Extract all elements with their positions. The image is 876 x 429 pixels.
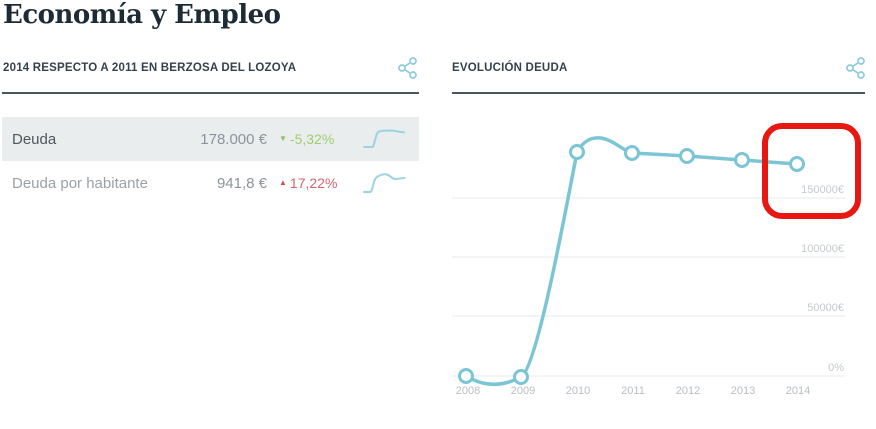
sparkline-deuda (363, 129, 405, 148)
deuda-series-line (464, 136, 799, 387)
x-tick-2011: 2011 (621, 385, 645, 397)
y-tick-50000: 50000€ (807, 302, 844, 314)
page-title: Economía y Empleo (3, 0, 281, 30)
kpi-value: 178.000 € (200, 130, 267, 148)
kpi-row-deuda[interactable]: Deuda 178.000 € ▼ -5,32% (2, 117, 419, 161)
point-2008[interactable] (458, 368, 474, 384)
kpi-value: 941,8 € (216, 174, 267, 192)
y-tick-150000: 150000€ (801, 184, 844, 196)
kpi-label: Deuda por habitante (12, 174, 148, 192)
kpi-panel-divider (2, 92, 419, 94)
x-tick-2008: 2008 (456, 385, 480, 397)
chart-panel-divider (452, 92, 865, 94)
x-tick-2014: 2014 (786, 385, 810, 397)
x-tick-2012: 2012 (676, 385, 700, 397)
up-triangle-icon: ▲ (279, 178, 287, 187)
kpi-panel-header: 2014 RESPECTO A 2011 EN BERZOSA DEL LOZO… (3, 56, 418, 80)
kpi-delta-value: -5,32% (289, 131, 335, 147)
kpi-delta: ▲ 17,22% (279, 175, 357, 191)
kpi-delta: ▼ -5,32% (279, 131, 357, 147)
down-triangle-icon: ▼ (279, 134, 287, 143)
share-icon[interactable] (398, 57, 418, 79)
x-tick-2009: 2009 (511, 385, 535, 397)
y-tick-100000: 100000€ (801, 243, 844, 255)
kpi-row-deuda-por-habitante[interactable]: Deuda por habitante 941,8 € ▲ 17,22% (2, 161, 419, 205)
share-icon[interactable] (846, 57, 866, 79)
point-2009[interactable] (513, 369, 529, 385)
point-2013[interactable] (734, 152, 750, 168)
point-2014[interactable] (789, 156, 805, 172)
evolucion-deuda-chart[interactable]: 150000€ 100000€ 50000€ 0% 2008 2009 2010… (438, 100, 876, 412)
chart-panel-title: EVOLUCIÓN DEUDA (452, 62, 568, 74)
kpi-label: Deuda (12, 130, 57, 148)
point-2012[interactable] (679, 148, 695, 164)
x-tick-2013: 2013 (731, 385, 755, 397)
kpi-delta-value: 17,22% (289, 175, 338, 191)
chart-panel-header: EVOLUCIÓN DEUDA (452, 56, 866, 80)
kpi-panel-title: 2014 RESPECTO A 2011 EN BERZOSA DEL LOZO… (3, 62, 297, 74)
x-tick-2010: 2010 (566, 385, 590, 397)
sparkline-deuda-por-habitante (363, 173, 406, 193)
y-tick-0: 0% (828, 362, 844, 374)
point-2011[interactable] (624, 145, 640, 161)
point-2010[interactable] (569, 144, 585, 160)
